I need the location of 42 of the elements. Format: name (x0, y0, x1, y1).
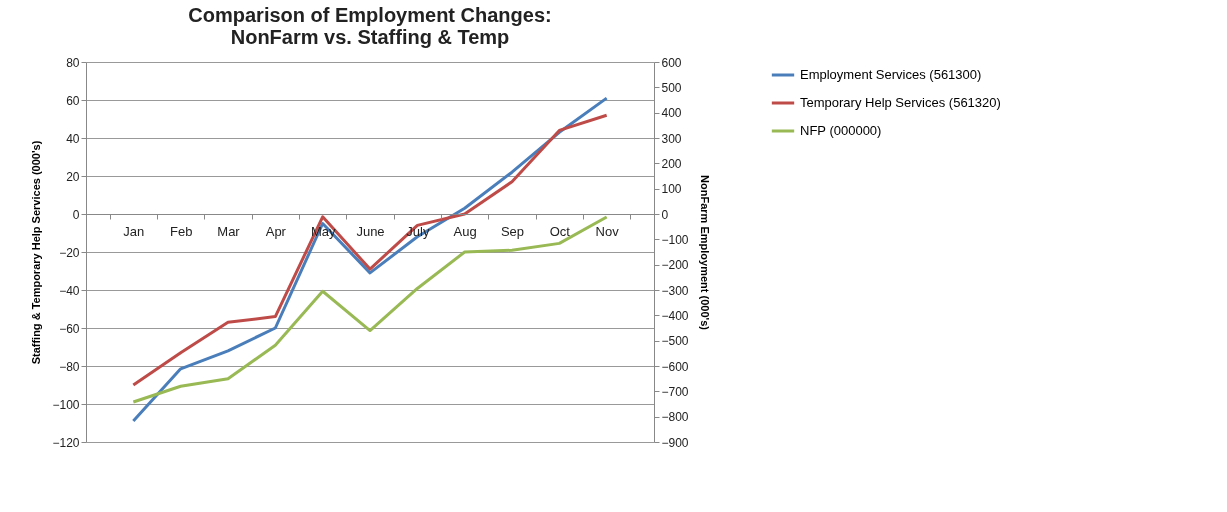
x-tick-label: Feb (169, 223, 193, 239)
y-tick-label: −40 (59, 283, 80, 298)
y2-tick-label: 500 (661, 80, 682, 95)
y-tick-label: 20 (66, 169, 80, 184)
x-tick-label: June (356, 223, 385, 239)
y2-tick-label: −400 (661, 308, 689, 323)
y2-tick-label: 100 (661, 182, 682, 197)
y2-tick-label: 300 (661, 131, 682, 146)
y2-tick-label: −100 (661, 232, 689, 247)
y-tick-label: −100 (52, 397, 80, 412)
y-tick-label: 40 (66, 131, 80, 146)
y2-tick-label: 200 (661, 156, 682, 171)
y-tick-label: −20 (59, 245, 80, 260)
x-tick-label: Mar (217, 223, 241, 239)
x-tick-label: Nov (595, 223, 620, 239)
y2-axis-title: NonFarm Employment (000's) (698, 175, 711, 331)
y2-tick-label: 0 (661, 207, 669, 222)
y2-tick-label: −900 (661, 435, 689, 450)
x-tick-label: Aug (453, 223, 477, 239)
y2-tick-label: 600 (661, 55, 682, 70)
y2-tick-label: −500 (661, 334, 689, 349)
legend-label: Employment Services (561300) (800, 67, 982, 82)
y-tick-label: 60 (66, 93, 80, 108)
x-tick-label: Oct (549, 223, 571, 239)
y2-tick-label: −300 (661, 283, 689, 298)
legend-label: NFP (000000) (800, 123, 882, 138)
y-tick-label: −80 (59, 359, 80, 374)
legend-label: Temporary Help Services (561320) (800, 95, 1001, 110)
y2-tick-label: 400 (661, 106, 682, 121)
y-tick-label: 0 (72, 207, 80, 222)
y-tick-label: 80 (66, 55, 80, 70)
y2-tick-label: −600 (661, 359, 689, 374)
y-tick-label: −60 (59, 321, 80, 336)
y-tick-label: −120 (52, 435, 80, 450)
x-tick-label: Jan (123, 223, 145, 239)
y-axis-title: Staffing & Temporary Help Services (000's) (30, 140, 43, 365)
y2-tick-label: −200 (661, 258, 689, 273)
y2-tick-label: −700 (661, 384, 689, 399)
x-tick-label: Sep (500, 223, 525, 239)
chart-title: Comparison of Employment Changes: NonFarm vs. Staffing & Temp (188, 4, 552, 48)
x-tick-label: Apr (265, 223, 287, 239)
y2-tick-label: −800 (661, 410, 689, 425)
